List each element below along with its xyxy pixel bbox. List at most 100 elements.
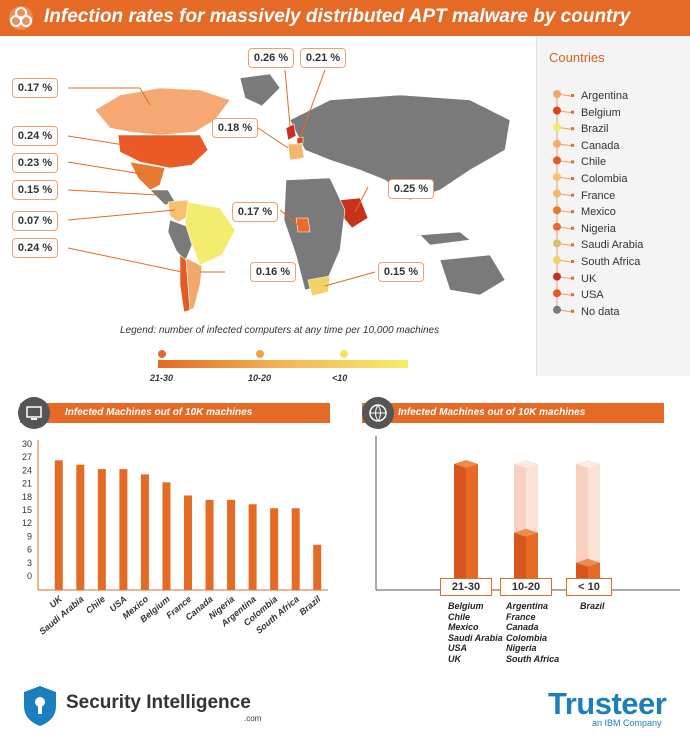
range-country-item: France bbox=[506, 611, 536, 622]
range-bar-bg-left bbox=[576, 464, 588, 585]
callout-mexico: 0.23 % bbox=[12, 153, 58, 173]
brand-security-intelligence: Security Intelligence bbox=[66, 692, 251, 713]
callout-central: 0.15 % bbox=[12, 180, 58, 200]
legend-swatch-canada bbox=[553, 139, 561, 148]
legend-item-france: France bbox=[581, 189, 616, 202]
range-bar-bg-right bbox=[588, 464, 600, 585]
scale-pin-high bbox=[158, 350, 166, 358]
world-map: 0.17 % 0.24 % 0.23 % 0.15 % 0.07 % 0.24 … bbox=[0, 40, 536, 330]
bar-y-tick: 3 bbox=[27, 558, 32, 568]
scale-gradient-bar bbox=[158, 360, 408, 368]
range-category-mid: 10-20 bbox=[500, 578, 552, 596]
legend-bullet bbox=[571, 260, 574, 263]
bar-south-africa bbox=[291, 508, 300, 590]
legend-bullet bbox=[571, 243, 574, 247]
legend-bullet bbox=[571, 94, 574, 97]
range-country-item: Mexico bbox=[448, 622, 479, 632]
range-country-item: USA bbox=[448, 643, 468, 653]
range-countries-low: Brazil bbox=[580, 601, 605, 612]
map-region-greenland bbox=[239, 73, 281, 107]
scale-label-mid: 10-20 bbox=[248, 373, 272, 383]
map-region-argentina bbox=[185, 257, 203, 311]
map-region-eurasia bbox=[289, 94, 511, 201]
legend-bullet bbox=[571, 276, 574, 280]
legend-swatch-south-africa bbox=[553, 256, 561, 264]
bar-nigeria bbox=[227, 499, 236, 590]
legend-swatch-nigeria bbox=[553, 222, 561, 231]
map-region-nigeria bbox=[295, 217, 311, 233]
legend-item-mexico: Mexico bbox=[581, 206, 616, 219]
legend-bullet bbox=[571, 210, 574, 214]
legend-item-argentina: Argentina bbox=[581, 90, 629, 102]
range-bar-bg-top bbox=[576, 460, 600, 468]
bar-y-tick: 21 bbox=[22, 479, 32, 489]
legend-bullet bbox=[571, 127, 574, 131]
range-country-item: Colombia bbox=[506, 632, 548, 643]
range-country-item: Canada bbox=[506, 622, 539, 632]
legend-bullet bbox=[571, 143, 574, 147]
legend-item-chile: Chile bbox=[581, 156, 607, 169]
legend-item-brazil: Brazil bbox=[581, 123, 609, 136]
bar-usa bbox=[119, 469, 128, 590]
bar-uk bbox=[54, 460, 63, 590]
callout-south-africa: 0.15 % bbox=[378, 262, 424, 282]
range-bar-fill-top bbox=[454, 460, 478, 468]
range-country-item: Brazil bbox=[580, 601, 605, 611]
callout-chile: 0.24 % bbox=[12, 238, 58, 258]
callout-nigeria: 0.17 % bbox=[232, 202, 278, 222]
legend-item-nigeria: Nigeria bbox=[581, 222, 616, 235]
map-region-australia bbox=[439, 254, 506, 296]
globe-icon bbox=[362, 397, 394, 429]
bar-brazil bbox=[313, 544, 322, 590]
legend-item-colombia: Colombia bbox=[581, 173, 628, 185]
map-region-mexico bbox=[129, 161, 166, 191]
shield-keyhole-icon bbox=[24, 686, 56, 726]
bar-chart-title: Infected Machines out of 10K machines bbox=[65, 407, 253, 418]
legend-swatch-no-data bbox=[553, 305, 561, 314]
range-chart-header: Infected Machines out of 10K machines bbox=[362, 403, 664, 423]
scale-pin-low bbox=[340, 350, 348, 358]
brand-suffix: .com bbox=[244, 714, 262, 723]
legend-item-uk: UK bbox=[581, 272, 597, 285]
scale-caption: Legend: number of infected computers at … bbox=[120, 325, 440, 336]
range-bar-fill-right bbox=[466, 464, 478, 585]
range-country-item: Chile bbox=[448, 611, 471, 622]
bar-argentina bbox=[248, 504, 257, 590]
range-category-low: < 10 bbox=[566, 578, 612, 596]
map-region-south-africa bbox=[307, 275, 331, 297]
range-bar-fill-left bbox=[454, 464, 466, 585]
bar-y-tick: 18 bbox=[22, 492, 32, 502]
range-bar-0 bbox=[454, 460, 478, 585]
legend-swatch-france bbox=[553, 189, 561, 198]
map-region-france bbox=[287, 143, 305, 161]
bar-y-tick: 12 bbox=[22, 518, 32, 528]
callout-uk: 0.26 % bbox=[248, 48, 294, 68]
legend-item-canada: Canada bbox=[581, 139, 620, 152]
range-bar-fill-left bbox=[514, 532, 526, 585]
country-legend: Countries Argentina Belgium Brazil Canada Ch… bbox=[536, 36, 690, 376]
callout-leaders bbox=[67, 69, 376, 287]
legend-item-south-africa: South Africa bbox=[581, 256, 641, 268]
callout-usa-north: 0.17 % bbox=[12, 78, 58, 98]
range-bar-2 bbox=[576, 460, 600, 585]
bar-y-tick: 27 bbox=[22, 452, 32, 462]
legend-swatch-colombia bbox=[553, 173, 561, 181]
map-region-belgium bbox=[296, 136, 304, 145]
legend-swatch-argentina bbox=[553, 90, 561, 98]
map-region-brazil bbox=[184, 201, 236, 266]
callout-france: 0.18 % bbox=[212, 118, 258, 138]
legend-item-no-data: No data bbox=[581, 305, 620, 318]
bar-x-tick-label: Brazil bbox=[297, 594, 323, 618]
map-region-usa bbox=[117, 134, 209, 169]
bar-y-tick: 6 bbox=[27, 545, 32, 555]
range-country-item: Saudi Arabia bbox=[448, 632, 503, 643]
scale-label-low: <10 bbox=[332, 373, 348, 383]
bar-y-tick: 24 bbox=[22, 465, 32, 475]
legend-bullet bbox=[571, 160, 574, 164]
range-country-item: Argentina bbox=[506, 601, 549, 611]
bar-france bbox=[184, 495, 192, 590]
range-countries-high: Belgium Chile Mexico Saudi Arabia USA UK bbox=[448, 601, 503, 664]
callout-colombia: 0.07 % bbox=[12, 211, 58, 231]
bar-chart-header: Infected Machines out of 10K machines bbox=[20, 403, 330, 423]
world-map-svg bbox=[67, 69, 511, 313]
